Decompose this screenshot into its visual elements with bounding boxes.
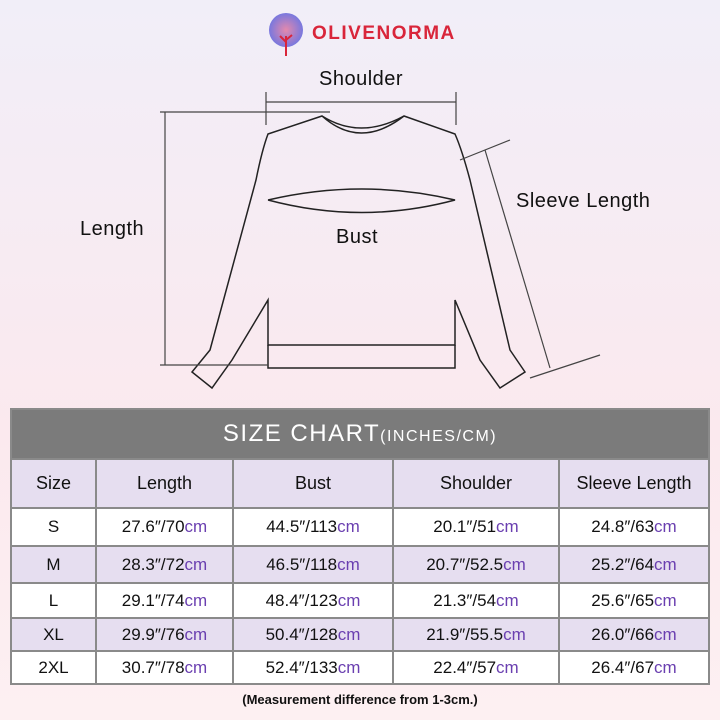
bust-label: Bust: [336, 226, 379, 248]
unit-text: cm: [503, 554, 526, 574]
unit-text: cm: [496, 590, 519, 610]
size-chart-title: SIZE CHART(INCHES/CM): [10, 408, 710, 460]
value-text: 24.8″/63: [591, 517, 655, 536]
size-cell: S: [10, 507, 97, 547]
col-header: Sleeve Length: [558, 458, 710, 509]
value-text: 21.9″/55.5: [426, 624, 504, 644]
size-cell: 2XL: [10, 650, 97, 685]
value-text: 26.4″/67: [591, 657, 655, 677]
value-cell: 29.1″/74cm: [95, 582, 234, 619]
measurement-note: (Measurement difference from 1-3cm.): [242, 692, 478, 707]
brand-logo: OLIVENORMA: [266, 10, 456, 58]
sweater-diagram: [160, 92, 601, 390]
col-header: Shoulder: [392, 458, 560, 509]
value-cell: 21.9″/55.5cm: [392, 617, 560, 652]
table-row: M 28.3″/72cm 46.5″/118cm 20.7″/52.5cm 25.2″/…: [10, 545, 710, 584]
shoulder-label: Shoulder: [319, 68, 404, 90]
unit-text: cm: [503, 624, 526, 644]
value-text: 22.4″/57: [433, 657, 497, 677]
title-text: SIZE CHART: [222, 420, 381, 447]
value-cell: 29.9″/76cm: [95, 617, 234, 652]
unit-text: cm: [184, 590, 208, 610]
unit-text: cm: [654, 517, 677, 536]
tree-icon: [269, 13, 303, 56]
unit-text: cm: [337, 624, 361, 644]
value-cell: 48.4″/123cm: [232, 582, 394, 619]
value-cell: 44.5″/113cm: [232, 507, 394, 547]
unit-text: cm: [496, 517, 519, 536]
size-cell: L: [10, 582, 97, 619]
value-cell: 52.4″/133cm: [232, 650, 394, 685]
value-cell: 50.4″/128cm: [232, 617, 394, 652]
sleeve-length-label: Sleeve Length: [516, 190, 651, 212]
unit-text: cm: [654, 590, 677, 610]
brand-name: OLIVENORMA: [312, 23, 456, 44]
value-cell: 26.4″/67cm: [558, 650, 710, 685]
unit-text: cm: [184, 624, 208, 644]
col-header: Size: [10, 458, 97, 509]
value-cell: 27.6″/70cm: [95, 507, 234, 547]
unit-text: cm: [337, 657, 361, 677]
value-cell: 25.2″/64cm: [558, 545, 710, 584]
value-text: 29.1″/74: [121, 590, 185, 610]
size-cell: XL: [10, 617, 97, 652]
table-row: S 27.6″/70cm 44.5″/113cm 20.1″/51cm 24.8″/63…: [10, 507, 710, 547]
value-cell: 46.5″/118cm: [232, 545, 394, 584]
value-cell: 28.3″/72cm: [95, 545, 234, 584]
unit-text: cm: [654, 657, 677, 677]
value-text: 25.6″/65: [591, 590, 655, 610]
value-cell: 20.7″/52.5cm: [392, 545, 560, 584]
table-row: XL 29.9″/76cm 50.4″/128cm 21.9″/55.5cm 26.0″…: [10, 617, 710, 652]
unit-text: cm: [184, 657, 208, 677]
value-cell: 25.6″/65cm: [558, 582, 710, 619]
size-chart-table: SIZE CHART(INCHES/CM) Size Length Bust S…: [10, 408, 710, 685]
value-text: 28.3″/72: [121, 554, 185, 574]
unit-text: cm: [654, 554, 677, 574]
units-text: (INCHES/CM): [380, 428, 498, 445]
length-label: Length: [80, 218, 145, 240]
value-text: 46.5″/118: [266, 554, 338, 574]
table-row: 2XL 30.7″/78cm 52.4″/133cm 22.4″/57cm 26.4″/…: [10, 650, 710, 685]
col-header: Bust: [232, 458, 394, 509]
value-cell: 20.1″/51cm: [392, 507, 560, 547]
value-text: 27.6″/70: [121, 517, 185, 536]
unit-text: cm: [496, 657, 519, 677]
unit-text: cm: [184, 517, 208, 536]
value-text: 25.2″/64: [591, 554, 655, 574]
value-text: 21.3″/54: [433, 590, 497, 610]
value-text: 30.7″/78: [121, 657, 185, 677]
header-row: Size Length Bust Shoulder Sleeve Length: [10, 458, 710, 509]
unit-text: cm: [184, 554, 208, 574]
unit-text: cm: [654, 624, 677, 644]
value-text: 20.1″/51: [433, 517, 497, 536]
value-text: 26.0″/66: [591, 624, 655, 644]
value-cell: 24.8″/63cm: [558, 507, 710, 547]
size-cell: M: [10, 545, 97, 584]
col-header: Length: [95, 458, 234, 509]
value-text: 52.4″/133: [265, 657, 338, 677]
value-text: 44.5″/113: [266, 517, 338, 536]
value-text: 29.9″/76: [121, 624, 185, 644]
value-cell: 22.4″/57cm: [392, 650, 560, 685]
unit-text: cm: [337, 590, 361, 610]
value-cell: 30.7″/78cm: [95, 650, 234, 685]
value-text: 20.7″/52.5: [426, 554, 504, 574]
value-cell: 21.3″/54cm: [392, 582, 560, 619]
table-row: L 29.1″/74cm 48.4″/123cm 21.3″/54cm 25.6″/65…: [10, 582, 710, 619]
value-text: 48.4″/123: [265, 590, 338, 610]
value-cell: 26.0″/66cm: [558, 617, 710, 652]
unit-text: cm: [337, 554, 360, 574]
unit-text: cm: [337, 517, 360, 536]
value-text: 50.4″/128: [265, 624, 338, 644]
